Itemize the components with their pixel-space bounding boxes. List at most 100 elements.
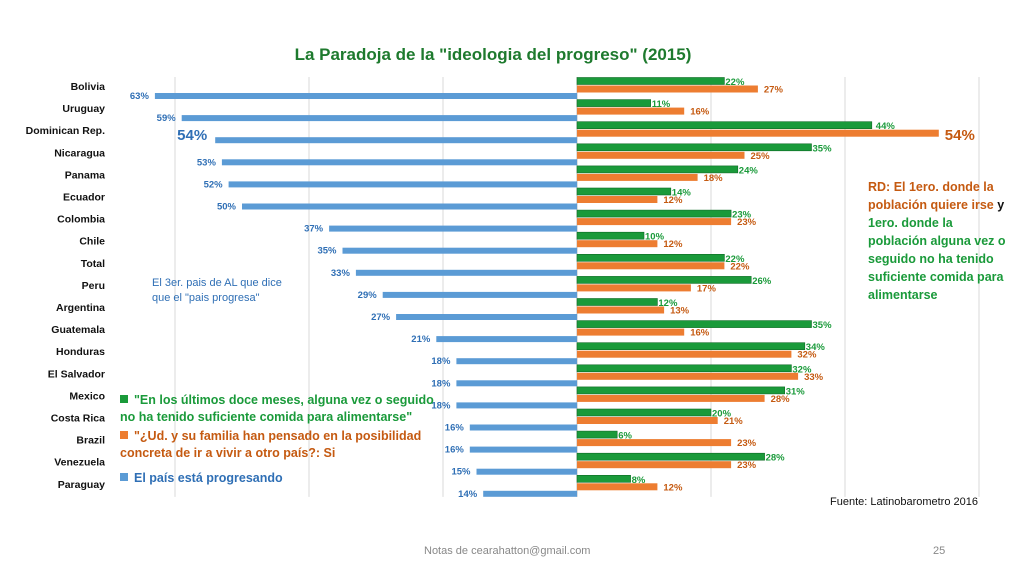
bar-orange-6 [577,218,732,226]
side-note-part-2: 1ero. donde la población alguna vez o se… [868,216,1006,302]
bar-blue-12 [456,358,577,365]
data-label-orange-1: 16% [690,107,710,118]
data-label-blue-8: 33% [331,268,351,279]
data-label-green-8: 22% [725,254,745,265]
category-label-9: Peru [82,280,105,292]
data-label-green-4: 24% [739,165,759,176]
bar-green-17 [576,452,765,461]
bar-blue-10 [396,314,577,320]
bar-blue-11 [436,336,577,343]
bar-orange-8 [577,262,725,270]
bar-blue-0 [154,93,577,99]
legend-swatch-orange [120,431,128,439]
bar-orange-5 [577,196,658,203]
data-label-orange-5: 12% [663,195,683,206]
bar-blue-18 [483,490,577,497]
data-label-blue-12: 18% [431,356,451,367]
data-label-orange-8: 22% [730,261,750,272]
legend-item-progress: El país está progresando [120,470,440,487]
category-label-4: Panama [65,169,105,181]
bar-orange-10 [577,306,665,314]
bar-green-9 [576,276,752,284]
bar-orange-14 [577,394,765,402]
page-number: 25 [933,545,946,557]
data-label-orange-9: 17% [697,283,717,294]
legend-label-emigrate: "¿Ud. y su familia han pensado en la pos… [120,429,422,460]
data-label-green-0: 22% [725,77,745,88]
bar-orange-0 [577,85,758,93]
bar-blue-16 [469,446,577,453]
data-label-orange-16: 23% [737,438,757,449]
data-label-orange-17: 23% [737,460,757,471]
data-label-green-7: 10% [645,232,665,243]
bar-green-8 [576,254,725,262]
data-label-blue-6: 37% [304,224,324,235]
data-label-orange-11: 16% [690,328,710,339]
bar-blue-15 [469,424,577,431]
bar-green-3 [576,143,812,152]
data-label-blue-4: 52% [204,179,224,190]
data-label-orange-13: 33% [804,372,824,383]
data-label-green-18: 8% [632,475,646,486]
data-label-blue-11: 21% [411,334,431,345]
bar-blue-13 [456,380,577,387]
bar-green-13 [576,364,792,373]
data-label-orange-3: 25% [751,151,771,162]
data-label-blue-14: 18% [431,400,451,411]
bar-green-2 [576,121,873,129]
data-label-blue-9: 29% [358,290,378,301]
data-label-green-15: 20% [712,409,732,420]
data-label-orange-10: 13% [670,306,690,317]
bar-green-15 [576,408,712,417]
data-label-green-11: 35% [813,320,833,331]
bar-orange-17 [577,461,732,469]
footer-notes: Notas de cearahatton@gmail.com [424,545,591,557]
category-label-11: Guatemala [51,324,105,336]
side-note: RD: El 1ero. donde la población quiere i… [868,178,1008,304]
data-label-green-9: 26% [752,276,772,287]
data-label-orange-12: 32% [797,350,817,361]
data-label-blue-1: 59% [157,113,177,124]
chart-title: La Paradoja de la "ideologia del progres… [295,45,692,64]
bar-blue-1 [181,115,577,122]
data-label-orange-14: 28% [771,394,791,405]
data-label-blue-18: 14% [458,489,478,500]
category-label-10: Argentina [56,302,105,314]
chart-marks: Bolivia 22% 27% 63% Uruguay 11% 16% 59% Dominica… [26,77,975,500]
data-label-green-13: 32% [792,364,812,375]
data-label-blue-2: 54% [177,127,207,144]
data-label-blue-5: 50% [217,202,237,213]
legend: "En los últimos doce meses, alguna vez o… [120,392,440,487]
data-label-orange-6: 23% [737,217,757,228]
data-label-orange-7: 12% [663,239,683,250]
bar-orange-1 [577,107,685,115]
legend-swatch-blue [120,473,128,481]
bar-blue-4 [228,181,577,188]
legend-item-hunger: "En los últimos doce meses, alguna vez o… [120,392,440,426]
category-label-3: Nicaragua [54,147,105,159]
third-country-note: El 3er. pais de AL que dice que el "pais… [152,276,282,306]
data-label-green-16: 6% [618,431,632,442]
legend-label-progress: El país está progresando [134,471,283,485]
bar-green-11 [576,320,812,328]
source-text: Fuente: Latinobarometro 2016 [830,496,978,508]
bar-blue-17 [476,468,577,475]
bar-orange-15 [577,417,718,424]
bar-orange-9 [577,284,691,292]
category-label-18: Paraguay [58,479,105,491]
bar-green-0 [576,77,725,85]
bar-green-6 [576,209,732,218]
bar-green-18 [576,474,631,483]
legend-item-emigrate: "¿Ud. y su familia han pensado en la pos… [120,428,440,462]
bar-blue-5 [242,203,577,210]
data-label-green-3: 35% [813,143,833,154]
data-label-green-14: 31% [786,386,806,397]
bar-green-7 [576,231,645,240]
data-label-blue-0: 63% [130,91,150,102]
bar-green-5 [576,187,672,196]
category-label-14: Mexico [69,390,105,402]
bar-orange-12 [577,350,792,358]
bar-green-12 [576,342,806,351]
bar-orange-18 [577,483,658,491]
